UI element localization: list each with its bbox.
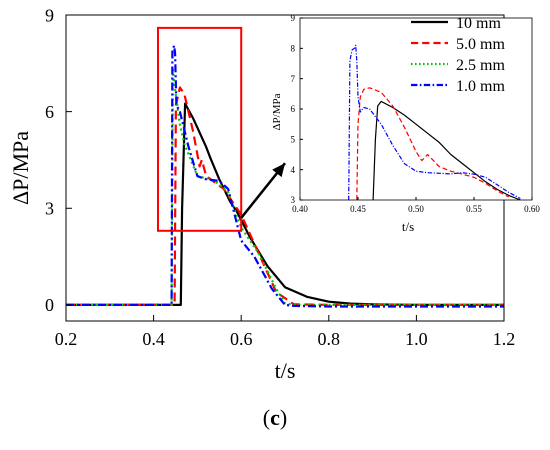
inset-series-1-0-mm <box>348 44 521 201</box>
caption-close-paren: ) <box>279 405 288 430</box>
main-y-axis: 0 3 6 9 <box>45 5 72 315</box>
inset-x-tick-label: 0.60 <box>524 204 540 214</box>
inset-series-group <box>348 44 521 201</box>
main-x-tick-label: 1.0 <box>405 329 428 349</box>
inset-y-tick-label: 5 <box>291 134 296 144</box>
main-y-tick-label: 0 <box>45 295 54 315</box>
main-x-tick-label: 0.2 <box>55 329 78 349</box>
inset-y-tick-label: 8 <box>291 43 296 53</box>
legend-label-10-mm: 10 mm <box>456 15 501 32</box>
main-x-tick-label: 0.4 <box>142 329 165 349</box>
inset-x-tick-label: 0.40 <box>292 204 308 214</box>
legend: 10 mm 5.0 mm 2.5 mm 1.0 mm <box>411 15 505 95</box>
inset-background <box>300 18 532 200</box>
main-y-axis-label: ΔP/MPa <box>8 131 33 205</box>
main-annotations <box>156 26 286 232</box>
inset-y-tick-label: 9 <box>291 13 296 23</box>
legend-label-2-5-mm: 2.5 mm <box>456 57 505 74</box>
inset-y-axis-label: ΔP/MPa <box>271 93 283 130</box>
main-x-tick-label: 0.6 <box>230 329 253 349</box>
main-x-tick-label: 1.2 <box>493 329 516 349</box>
inset-y-axis: 3 4 5 6 7 8 9 <box>291 13 303 205</box>
main-chart: 0.2 0.4 0.6 0.8 1.0 1.2 0 3 6 9 ΔP/MPa t/s <box>8 5 515 383</box>
main-y-tick-label: 3 <box>45 199 54 219</box>
zoom-arrow-head <box>272 163 285 178</box>
main-series-group <box>66 44 504 308</box>
inset-x-axis-label: t/s <box>402 219 414 234</box>
caption-open-paren: ( <box>262 405 271 430</box>
inset-x-tick-label: 0.50 <box>408 204 424 214</box>
inset-x-tick-label: 0.55 <box>466 204 482 214</box>
main-x-axis-label: t/s <box>275 358 296 383</box>
inset-x-axis: 0.40 0.45 0.50 0.55 0.60 <box>292 197 540 214</box>
main-x-axis: 0.2 0.4 0.6 0.8 1.0 1.2 <box>55 315 516 349</box>
legend-label-1-0-mm: 1.0 mm <box>456 78 505 95</box>
inset-series-5-0-mm <box>356 87 510 201</box>
main-series-2-5-mm <box>66 68 504 306</box>
inset-chart: 0.40 0.45 0.50 0.55 0.60 3 4 5 6 7 8 9 ΔP/MPa t/s <box>271 13 540 234</box>
inset-y-tick-label: 6 <box>291 104 296 114</box>
inset-y-tick-label: 3 <box>291 195 296 205</box>
legend-label-5-0-mm: 5.0 mm <box>456 36 505 53</box>
main-x-tick-label: 0.8 <box>318 329 341 349</box>
caption-letter: c <box>270 405 280 430</box>
main-series-1-0-mm <box>66 44 504 308</box>
main-y-tick-label: 9 <box>45 5 54 25</box>
main-y-tick-label: 6 <box>45 102 54 122</box>
figure-caption: (c) <box>0 405 550 431</box>
inset-y-tick-label: 4 <box>291 165 296 175</box>
zoom-region-box <box>156 26 243 232</box>
inset-x-tick-label: 0.45 <box>350 204 366 214</box>
inset-series-10-mm <box>372 100 521 201</box>
inset-y-tick-label: 7 <box>291 74 296 84</box>
